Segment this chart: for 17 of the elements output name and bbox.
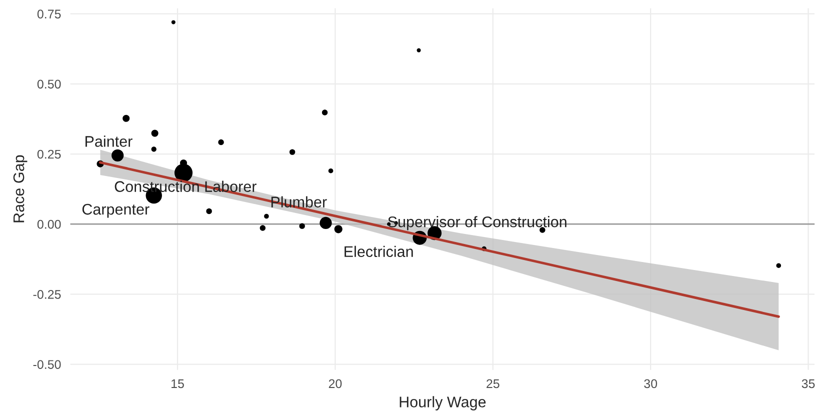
y-axis-title: Race Gap [13, 155, 28, 222]
x-tick-label: 20 [328, 379, 342, 388]
y-tick-label: 0.50 [37, 80, 61, 89]
x-tick-label: 30 [644, 379, 658, 388]
x-tick-label: 35 [802, 379, 815, 388]
y-tick-label: -0.25 [33, 290, 61, 299]
annotation: Painter [86, 136, 132, 147]
annotation: Carpenter [82, 204, 150, 218]
annotation: Electrician [344, 246, 413, 258]
x-tick-label: 25 [486, 379, 500, 388]
y-tick-label: 0.75 [37, 10, 61, 18]
y-tick-label: 0.25 [37, 150, 61, 159]
y-tick-label: 0.00 [37, 220, 61, 229]
y-tick-label: -0.50 [33, 360, 61, 369]
x-tick-label: 15 [172, 379, 184, 388]
x-axis-title: Hourly Wage [400, 396, 486, 410]
annotation: Supervisor of Construction [388, 216, 566, 230]
